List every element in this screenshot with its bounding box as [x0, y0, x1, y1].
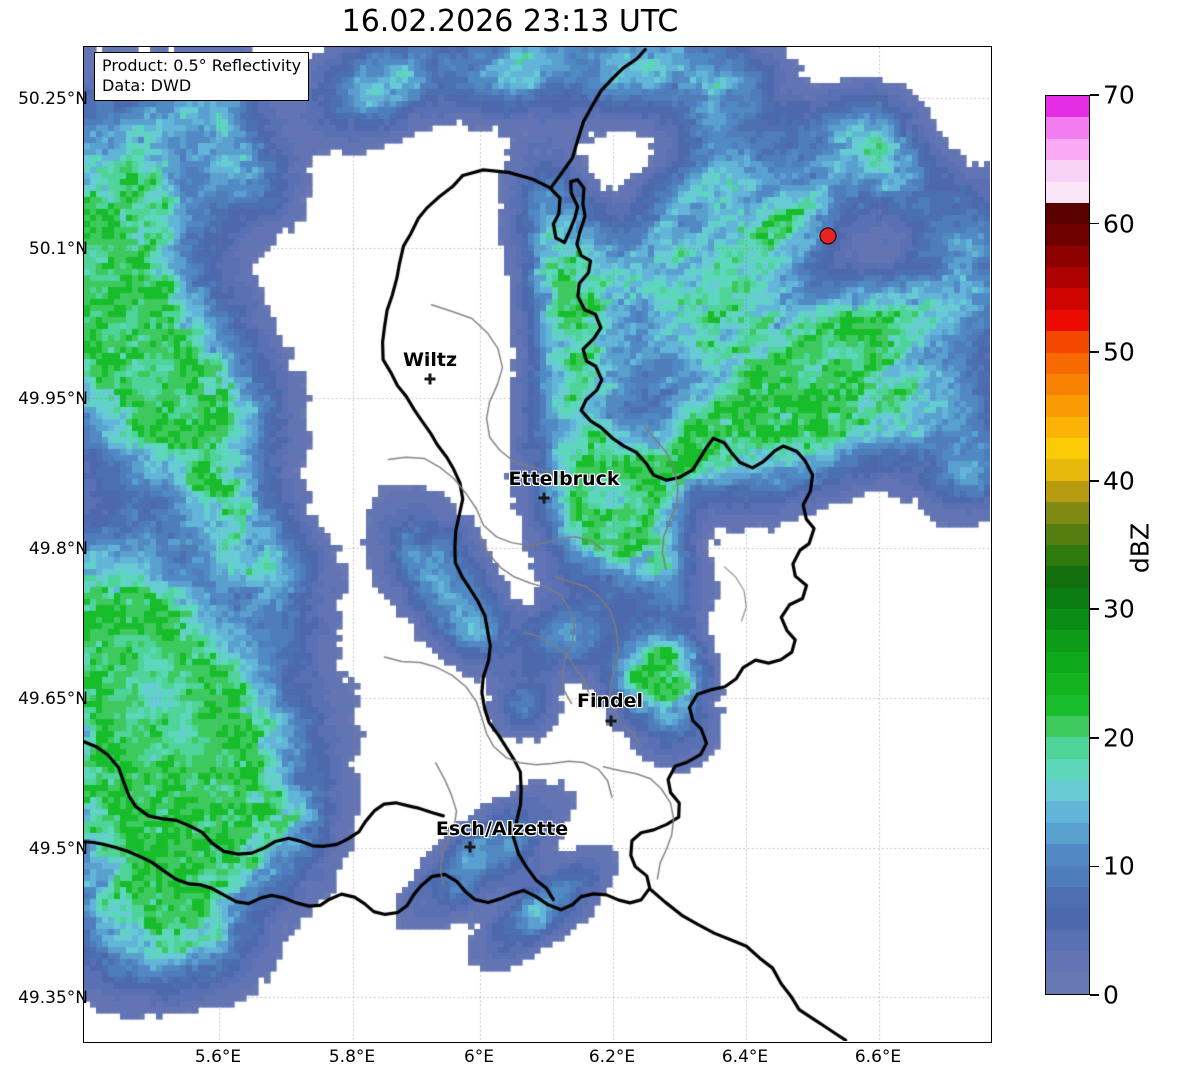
- colorbar-band-2: [1046, 929, 1089, 951]
- colorbar-band-19: [1046, 566, 1089, 588]
- colorbar-tick-4: [1090, 479, 1099, 482]
- lat-tick-label-0: 50.25°N: [18, 89, 88, 109]
- colorbar-tick-5: [1090, 351, 1099, 353]
- colorbar-band-11: [1046, 737, 1089, 759]
- lat-tick-label-6: 49.35°N: [18, 988, 88, 1008]
- colorbar-band-32: [1046, 288, 1089, 310]
- colorbar-band-25: [1046, 438, 1089, 460]
- page-title: 16.02.2026 23:13 UTC: [341, 4, 679, 39]
- colorbar-band-12: [1046, 715, 1089, 738]
- lon-tick-label-0: 5.6°E: [194, 1047, 242, 1067]
- lon-tick-label-1: 5.8°E: [328, 1047, 376, 1067]
- product-info-box: Product: 0.5° Reflectivity Data: DWD: [94, 52, 310, 101]
- city-marker-ettelbruck: [538, 492, 550, 504]
- city-marker-esch-alzette: [464, 841, 476, 853]
- city-label-ettelbruck: Ettelbruck: [508, 468, 620, 490]
- colorbar-tick-3: [1090, 608, 1099, 611]
- colorbar-band-5: [1046, 865, 1089, 887]
- city-label-wiltz: Wiltz: [402, 349, 458, 371]
- lat-tick-label-3: 49.8°N: [28, 539, 88, 559]
- radar-reflectivity-layer: [84, 47, 990, 1041]
- colorbar-band-33: [1046, 267, 1089, 289]
- colorbar-band-7: [1046, 822, 1089, 845]
- city-label-findel: Findel: [576, 690, 644, 712]
- radar-site-marker: [819, 227, 837, 245]
- colorbar-band-6: [1046, 844, 1089, 866]
- colorbar-band-18: [1046, 587, 1089, 609]
- colorbar-band-37: [1046, 181, 1089, 203]
- colorbar-tick-7: [1090, 94, 1099, 96]
- city-marker-findel: [605, 715, 617, 727]
- colorbar-tick-label-3: 30: [1103, 594, 1135, 624]
- colorbar-tick-0: [1090, 994, 1099, 996]
- lat-tick-label-5: 49.5°N: [28, 839, 88, 859]
- city-marker-wiltz: [424, 373, 436, 385]
- lat-tick-label-1: 50.1°N: [28, 239, 88, 259]
- colorbar-tick-2: [1090, 737, 1099, 739]
- colorbar-tick-label-2: 20: [1103, 723, 1135, 753]
- colorbar-band-1: [1046, 951, 1089, 973]
- colorbar-band-34: [1046, 245, 1089, 267]
- colorbar-band-31: [1046, 309, 1089, 332]
- colorbar-band-35: [1046, 224, 1089, 246]
- colorbar-tick-label-6: 60: [1103, 209, 1135, 239]
- colorbar-band-40: [1046, 117, 1089, 139]
- colorbar-band-29: [1046, 352, 1089, 374]
- city-label-esch-alzette: Esch/Alzette: [435, 818, 569, 840]
- colorbar-band-36: [1046, 202, 1089, 225]
- lat-tick-label-4: 49.65°N: [18, 689, 88, 709]
- lon-tick-label-4: 6.4°E: [721, 1047, 769, 1067]
- colorbar-tick-1: [1090, 865, 1099, 868]
- product-line: Product: 0.5° Reflectivity: [102, 56, 302, 75]
- colorbar-band-8: [1046, 801, 1089, 823]
- colorbar-band-3: [1046, 908, 1089, 930]
- lon-tick-label-5: 6.6°E: [854, 1047, 902, 1067]
- colorbar-tick-label-7: 70: [1103, 80, 1135, 110]
- lat-tick-label-2: 49.95°N: [18, 389, 88, 409]
- colorbar-band-24: [1046, 459, 1089, 481]
- colorbar-tick-label-0: 0: [1103, 980, 1119, 1010]
- colorbar-band-14: [1046, 673, 1089, 695]
- colorbar-band-39: [1046, 138, 1089, 161]
- colorbar-band-21: [1046, 523, 1089, 545]
- colorbar-tick-label-5: 50: [1103, 337, 1135, 367]
- colorbar-band-13: [1046, 694, 1089, 716]
- colorbar-tick-label-1: 10: [1103, 851, 1135, 881]
- radar-map[interactable]: [83, 46, 992, 1043]
- colorbar-band-38: [1046, 160, 1089, 182]
- colorbar-band-20: [1046, 544, 1089, 567]
- colorbar-band-23: [1046, 480, 1089, 503]
- colorbar-band-26: [1046, 416, 1089, 438]
- colorbar-band-27: [1046, 395, 1089, 417]
- colorbar-gradient: [1045, 95, 1090, 995]
- colorbar-band-22: [1046, 502, 1089, 524]
- colorbar-band-15: [1046, 651, 1089, 674]
- colorbar[interactable]: [1045, 95, 1090, 995]
- colorbar-band-4: [1046, 886, 1089, 909]
- colorbar-tick-label-4: 40: [1103, 466, 1135, 496]
- colorbar-band-41: [1046, 96, 1089, 118]
- colorbar-band-30: [1046, 331, 1089, 353]
- data-source-line: Data: DWD: [102, 76, 192, 95]
- colorbar-band-28: [1046, 373, 1089, 396]
- colorbar-band-10: [1046, 758, 1089, 780]
- lon-tick-label-2: 6°E: [463, 1047, 495, 1067]
- colorbar-axis-label: dBZ: [1125, 522, 1155, 574]
- colorbar-band-0: [1046, 972, 1089, 994]
- colorbar-band-16: [1046, 630, 1089, 652]
- colorbar-band-9: [1046, 780, 1089, 802]
- colorbar-tick-6: [1090, 222, 1099, 225]
- lon-tick-label-3: 6.2°E: [588, 1047, 636, 1067]
- colorbar-band-17: [1046, 609, 1089, 631]
